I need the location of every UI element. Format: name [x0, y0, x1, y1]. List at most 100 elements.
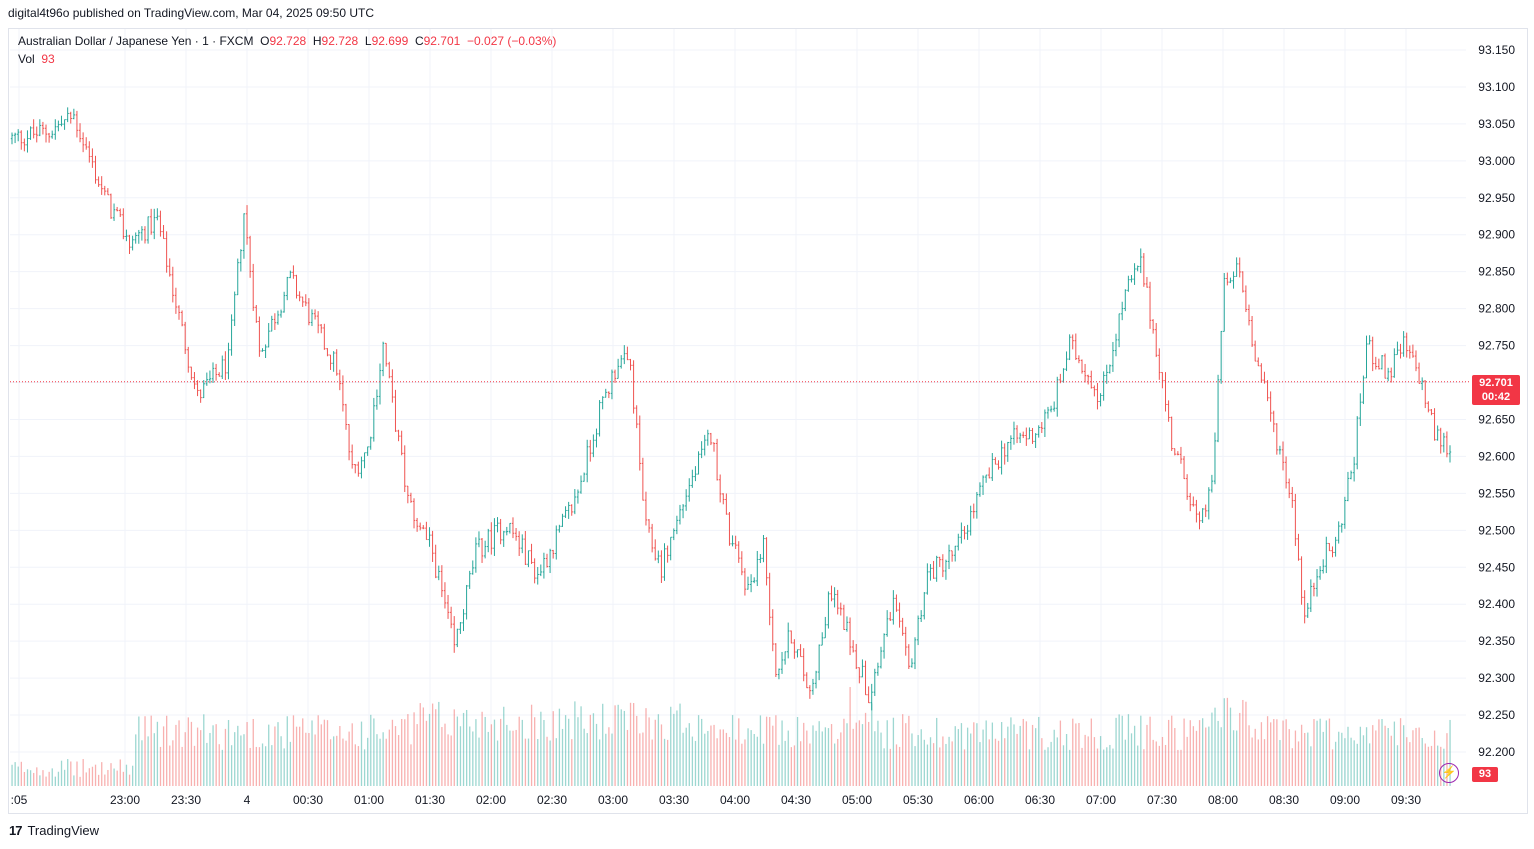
volume-bar — [431, 703, 434, 786]
volume-bar — [1409, 742, 1411, 786]
volume-bar — [1226, 697, 1229, 786]
volume-bar — [379, 738, 381, 786]
volume-bar — [407, 714, 409, 786]
volume-bar — [314, 734, 316, 786]
volume-bar — [63, 769, 66, 786]
volume-bar — [441, 727, 443, 786]
last-price-badge: 92.701 00:42 — [1472, 375, 1520, 405]
volume-bar — [589, 714, 591, 786]
volume-bar — [212, 725, 214, 786]
volume-bar — [1260, 722, 1263, 786]
x-tick-label: 04:30 — [781, 793, 811, 807]
volume-bar — [413, 712, 415, 786]
volume-bar — [493, 719, 496, 786]
volume-bar — [697, 715, 700, 786]
volume-bar — [29, 770, 32, 786]
volume-bar — [985, 720, 987, 786]
high-value: 92.728 — [321, 34, 359, 48]
volume-bar — [422, 707, 424, 786]
volume-bar — [1378, 719, 1380, 786]
volume-bar — [264, 746, 267, 786]
x-tick-label: 02:30 — [537, 793, 567, 807]
volume-bar — [1146, 724, 1148, 786]
volume-bar — [784, 740, 786, 786]
volume-bar — [660, 724, 663, 786]
published-header: digital4t96o published on TradingView.co… — [8, 6, 375, 20]
volume-bar — [837, 738, 839, 786]
volume-bar — [150, 715, 152, 786]
bolt-icon[interactable]: ⚡ — [1439, 763, 1459, 783]
volume-bar — [527, 738, 530, 786]
volume-bar — [1205, 727, 1207, 786]
volume-bar — [889, 748, 891, 786]
volume-bar — [302, 718, 304, 786]
volume-bar — [357, 746, 360, 786]
volume-bar — [1325, 720, 1328, 786]
volume-bar — [809, 743, 811, 786]
volume-bar — [524, 738, 527, 786]
volume-bar — [391, 719, 394, 786]
y-tick-label: 93.050 — [1478, 117, 1515, 131]
volume-bar — [82, 759, 84, 786]
volume-bar — [1276, 719, 1278, 786]
volume-bar — [277, 722, 279, 786]
volume-bar — [682, 732, 684, 786]
volume-bar — [268, 724, 270, 786]
volume-bar — [1072, 718, 1074, 786]
volume-bar — [1140, 715, 1142, 786]
volume-bar — [1149, 716, 1151, 786]
volume-bar — [119, 759, 121, 786]
volume-bar — [849, 687, 851, 786]
volume-bar — [592, 713, 595, 786]
volume-bar — [193, 745, 196, 786]
volume-bar — [54, 776, 56, 786]
volume-bar — [1109, 744, 1111, 786]
volume-bar — [1307, 732, 1309, 786]
volume-bar — [453, 709, 455, 786]
x-tick-label: 04:00 — [720, 793, 750, 807]
y-tick-label: 92.650 — [1478, 412, 1515, 426]
volume-bar — [707, 730, 709, 786]
volume-bar — [218, 744, 220, 786]
volume-bar — [1328, 718, 1331, 786]
volume-bar — [1334, 741, 1337, 786]
volume-bar — [639, 733, 641, 786]
volume-bar — [803, 722, 805, 786]
volume-bar — [1028, 749, 1031, 786]
volume-bar — [657, 714, 660, 786]
volume-bar — [744, 739, 746, 786]
volume-bar — [923, 739, 925, 786]
volume-bar — [735, 739, 737, 786]
volume-bar — [17, 766, 19, 786]
volume-bar — [821, 731, 823, 786]
footer-brand[interactable]: 17 TradingView — [9, 823, 99, 838]
volume-bar — [370, 714, 372, 786]
volume-bar — [1236, 730, 1238, 786]
volume-bar — [685, 727, 687, 786]
volume-bar — [512, 730, 514, 786]
volume-bar — [1356, 743, 1358, 786]
volume-bar — [626, 729, 629, 786]
volume-bar — [537, 739, 539, 786]
volume-bar — [1375, 730, 1377, 786]
volume-bar — [26, 769, 29, 786]
volume-bar — [936, 717, 938, 786]
volume-bar — [246, 722, 248, 786]
volume-bar — [1384, 725, 1386, 786]
volume-bar — [45, 776, 47, 786]
volume-bar — [738, 718, 740, 786]
volume-bar — [586, 733, 588, 786]
y-tick-label: 92.350 — [1478, 634, 1515, 648]
volume-bar — [230, 745, 233, 786]
volume-bar — [70, 761, 72, 786]
volume-bar — [670, 706, 672, 786]
volume-bar — [1285, 719, 1287, 786]
volume-bar — [914, 746, 916, 786]
volume-bar — [295, 726, 298, 786]
volume-bar — [79, 776, 81, 786]
volume-bar — [289, 741, 292, 786]
volume-bar — [333, 736, 335, 786]
volume-bar — [376, 734, 378, 786]
volume-bar — [274, 726, 276, 786]
